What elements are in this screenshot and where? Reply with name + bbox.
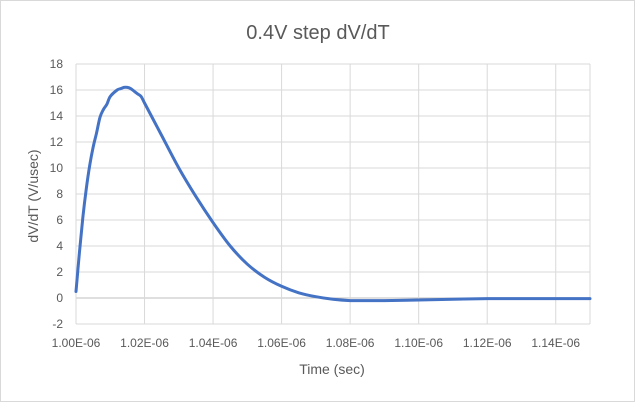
x-tick-label: 1.00E-06 bbox=[52, 336, 101, 350]
x-tick-label: 1.14E-06 bbox=[531, 336, 580, 350]
chart-title: 0.4V step dV/dT bbox=[246, 22, 389, 44]
y-tick-label: 12 bbox=[50, 135, 64, 149]
y-tick-label: 0 bbox=[56, 291, 63, 305]
x-tick-label: 1.12E-06 bbox=[463, 336, 512, 350]
x-tick-label: 1.04E-06 bbox=[189, 336, 238, 350]
x-tick-label: 1.10E-06 bbox=[394, 336, 443, 350]
y-tick-label: 18 bbox=[50, 57, 64, 71]
y-tick-label: 16 bbox=[50, 83, 64, 97]
x-tick-label: 1.02E-06 bbox=[120, 336, 169, 350]
y-tick-label: 2 bbox=[56, 265, 63, 279]
y-axis-ticks: -2 0 2 4 6 8 10 12 14 16 18 bbox=[50, 57, 64, 331]
x-axis-ticks: 1.00E-06 1.02E-06 1.04E-06 1.06E-06 1.08E-06… bbox=[52, 336, 581, 350]
series-line bbox=[74, 85, 592, 303]
x-tick-label: 1.06E-06 bbox=[257, 336, 306, 350]
series-layer bbox=[74, 85, 592, 303]
y-tick-label: 6 bbox=[56, 213, 63, 227]
y-tick-label: 8 bbox=[56, 187, 63, 201]
y-tick-label: 14 bbox=[50, 109, 64, 123]
y-tick-label: 10 bbox=[50, 161, 64, 175]
x-tick-label: 1.08E-06 bbox=[326, 336, 375, 350]
y-tick-label: -2 bbox=[52, 317, 63, 331]
y-axis-label: dV/dT (V/usec) bbox=[25, 149, 41, 242]
y-tick-label: 4 bbox=[56, 239, 63, 253]
gridlines bbox=[75, 63, 591, 325]
x-axis-label: Time (sec) bbox=[299, 361, 365, 377]
